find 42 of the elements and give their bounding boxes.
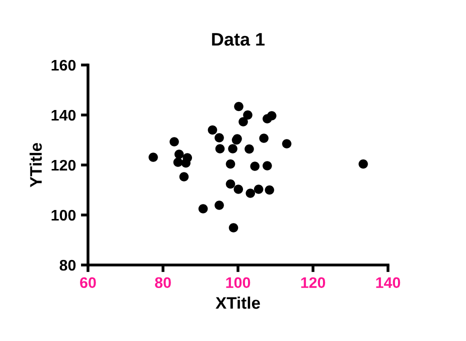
point <box>170 137 179 146</box>
point <box>234 102 244 112</box>
y-tick-label: 120 <box>52 160 76 171</box>
point <box>243 110 252 120</box>
point <box>358 159 368 169</box>
x-axis-title: XTitle <box>216 296 260 309</box>
point <box>259 134 269 143</box>
point <box>174 150 184 159</box>
point <box>198 204 208 214</box>
point <box>228 223 238 232</box>
y-axis-title: YTitle <box>30 143 42 188</box>
x-tick-label: 80 <box>154 277 171 288</box>
point <box>264 185 274 195</box>
point <box>179 172 189 182</box>
point <box>208 125 218 135</box>
point <box>148 152 158 162</box>
point <box>215 144 225 154</box>
point <box>244 144 254 154</box>
point <box>262 161 272 170</box>
point <box>267 111 276 120</box>
x-tick-label: 140 <box>376 277 400 288</box>
point <box>214 200 224 210</box>
point <box>226 179 236 189</box>
point <box>228 144 238 154</box>
y-tick-label: 100 <box>52 210 76 221</box>
point <box>238 117 248 126</box>
y-tick-label: 80 <box>60 260 76 271</box>
point <box>246 188 256 198</box>
x-tick-label: 100 <box>226 277 250 288</box>
x-tick-label: 60 <box>80 277 96 288</box>
x-tick-label: 120 <box>301 277 326 288</box>
point <box>173 158 183 167</box>
point <box>282 139 292 148</box>
chart-title: Data 1 <box>212 33 265 46</box>
point <box>226 159 236 169</box>
point <box>250 162 260 171</box>
point <box>234 184 244 194</box>
point <box>214 133 224 142</box>
y-tick-label: 140 <box>52 110 76 121</box>
y-tick-label: 160 <box>52 60 76 71</box>
point <box>254 184 264 194</box>
point <box>181 158 191 168</box>
